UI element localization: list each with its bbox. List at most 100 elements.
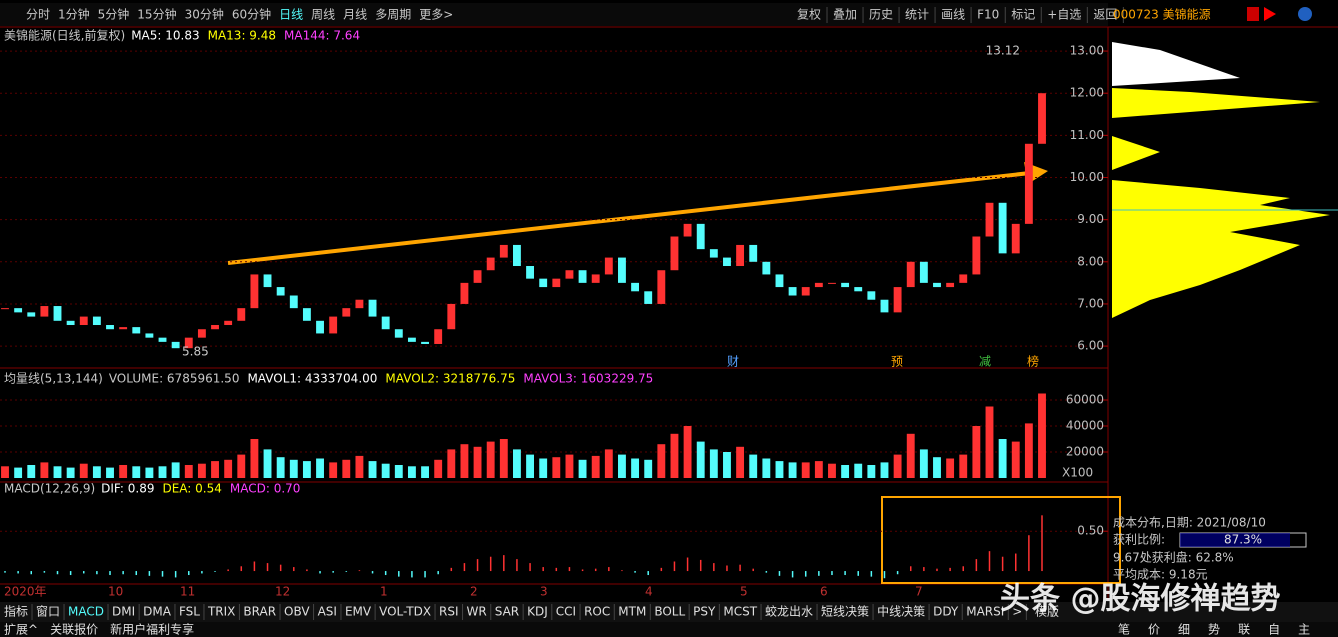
- indicator-tab[interactable]: VOL-TDX: [379, 605, 431, 619]
- indicator-tab[interactable]: EMV: [345, 605, 372, 619]
- x-axis-label: 11: [180, 585, 195, 599]
- indicator-tab[interactable]: 窗口: [36, 605, 60, 619]
- candle: [171, 341, 180, 349]
- indicator-tab[interactable]: SAR: [495, 605, 519, 619]
- indicator-tab[interactable]: MARSI: [966, 605, 1004, 619]
- period-tab[interactable]: 月线: [343, 8, 367, 22]
- tool-button[interactable]: +自选: [1047, 8, 1081, 22]
- volume-bar: [211, 461, 219, 478]
- event-marker[interactable]: 榜: [1027, 354, 1039, 369]
- indicator-legend: MAVOL2: 3218776.75: [385, 372, 515, 386]
- indicator-tab[interactable]: BOLL: [654, 605, 685, 619]
- indicator-tab[interactable]: ASI: [318, 605, 337, 619]
- tool-button[interactable]: F10: [977, 8, 999, 22]
- indicator-tab[interactable]: BRAR: [243, 605, 276, 619]
- candle: [762, 261, 771, 275]
- indicator-tab[interactable]: DDY: [933, 605, 959, 619]
- indicator-tab[interactable]: KDJ: [527, 605, 548, 619]
- candle: [27, 312, 36, 317]
- indicator-tab[interactable]: ROC: [584, 605, 610, 619]
- volume-bar: [355, 455, 364, 478]
- tool-button[interactable]: 标记: [1011, 8, 1035, 22]
- indicator-tab[interactable]: >: [1012, 605, 1022, 619]
- period-tab[interactable]: 1分钟: [58, 7, 90, 22]
- indicator-legend: DIF: 0.89: [101, 482, 154, 496]
- indicator-tab[interactable]: 短线决策: [821, 605, 869, 619]
- indicator-tab[interactable]: RSI: [439, 605, 459, 619]
- volume-bar: [394, 465, 403, 478]
- footer-button[interactable]: 价: [1148, 623, 1160, 637]
- period-tab[interactable]: 30分钟: [185, 7, 224, 22]
- footer-button[interactable]: 势: [1208, 623, 1220, 637]
- candle: [670, 236, 679, 271]
- period-tab[interactable]: 日线: [279, 8, 303, 22]
- indicator-tab[interactable]: WR: [467, 605, 487, 619]
- candle: [841, 282, 850, 288]
- candle: [985, 202, 994, 237]
- footer-link[interactable]: 关联报价: [50, 622, 98, 637]
- indicator-title: 均量线(5,13,144): [4, 372, 103, 386]
- candle: [933, 282, 941, 288]
- event-marker[interactable]: 减: [979, 355, 991, 369]
- candle: [407, 337, 416, 342]
- indicator-tab[interactable]: 指标: [4, 604, 28, 619]
- tool-button[interactable]: 复权: [797, 8, 821, 22]
- indicator-tab[interactable]: CCI: [556, 605, 576, 619]
- candle: [342, 308, 351, 317]
- indicator-tab[interactable]: MCST: [723, 605, 757, 619]
- tool-button[interactable]: 历史: [869, 8, 893, 22]
- volume-bar: [814, 461, 823, 478]
- candle: [919, 261, 928, 283]
- indicator-tab[interactable]: 蛟龙出水: [765, 604, 813, 619]
- candle: [486, 257, 495, 271]
- period-tab[interactable]: 周线: [311, 8, 335, 22]
- indicator-tab[interactable]: 中线决策: [877, 604, 925, 619]
- candle: [316, 320, 324, 334]
- footer-button[interactable]: 自: [1268, 623, 1280, 637]
- indicator-tab[interactable]: PSY: [693, 605, 716, 619]
- volume-bar: [171, 462, 180, 478]
- candle: [197, 329, 206, 338]
- period-tab[interactable]: 多周期: [375, 8, 411, 22]
- volume-bar: [946, 458, 955, 478]
- footer-button[interactable]: 细: [1178, 623, 1190, 637]
- event-marker[interactable]: 预: [891, 355, 903, 369]
- footer-button[interactable]: 笔: [1118, 622, 1130, 637]
- tool-button[interactable]: 画线: [941, 8, 965, 22]
- period-tab[interactable]: 分时: [26, 8, 50, 22]
- indicator-tab[interactable]: MTM: [618, 605, 646, 619]
- y-tick-label: 40000: [1066, 419, 1104, 433]
- tool-button[interactable]: 统计: [905, 8, 929, 22]
- footer-link[interactable]: 新用户福利专享: [110, 622, 194, 637]
- content: 分时 1分钟 5分钟 15分钟 30分钟 60分钟 日线 周线 月线 多周期 更多> 复权 叠加 历史 统计…: [0, 7, 1310, 637]
- footer-button[interactable]: 主: [1298, 623, 1310, 637]
- tool-button[interactable]: 返回: [1093, 8, 1117, 22]
- candle: [289, 295, 298, 309]
- footer-link[interactable]: 扩展^: [4, 623, 38, 637]
- footer-button[interactable]: 联: [1238, 623, 1250, 637]
- volume-bar: [657, 444, 666, 478]
- indicator-tab[interactable]: MACD: [68, 605, 104, 619]
- indicator-tab[interactable]: TRIX: [207, 605, 235, 619]
- indicator-title: MACD(12,26,9): [4, 482, 95, 496]
- period-tab[interactable]: 15分钟: [137, 7, 176, 22]
- x-axis-label: 12: [275, 585, 290, 599]
- volume-bar: [119, 465, 128, 478]
- tool-button[interactable]: 叠加: [833, 8, 857, 22]
- volume-bar: [224, 459, 233, 478]
- event-marker[interactable]: 财: [727, 355, 739, 369]
- indicator-tab[interactable]: OBV: [284, 605, 310, 619]
- x-axis-label: 3: [540, 585, 548, 599]
- indicator-tab[interactable]: FSL: [179, 605, 200, 619]
- template-button[interactable]: 模版: [1035, 605, 1059, 619]
- indicator-tab[interactable]: DMI: [112, 605, 135, 619]
- chip-distribution: [1112, 88, 1320, 118]
- candle: [211, 325, 219, 330]
- period-tab[interactable]: 更多>: [419, 8, 453, 22]
- period-tab[interactable]: 5分钟: [98, 7, 130, 22]
- indicator-tab[interactable]: DMA: [143, 605, 172, 619]
- period-tab[interactable]: 60分钟: [232, 7, 271, 22]
- profit-bar: [1180, 533, 1290, 547]
- candle: [119, 327, 128, 330]
- candle: [250, 274, 259, 309]
